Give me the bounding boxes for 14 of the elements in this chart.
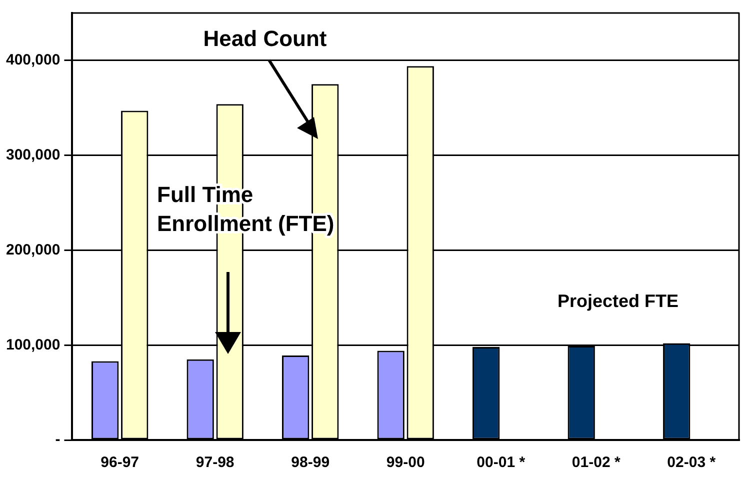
y-tick-label: 100,000 <box>6 336 60 354</box>
x-tick-label: 02-03 * <box>667 454 716 472</box>
annotation: Projected FTE <box>557 290 679 311</box>
x-tick-label: 97-98 <box>196 454 234 472</box>
x-tick-label: 96-97 <box>100 454 140 472</box>
y-tick-label: 400,000 <box>6 52 60 69</box>
y-tick-label: - <box>55 431 60 448</box>
x-tick-label: 01-02 * <box>572 454 620 472</box>
x-tick-label: 98-99 <box>291 454 330 472</box>
annotation: Head Count <box>203 26 328 52</box>
x-tick-label: 99-00 <box>386 454 425 472</box>
x-tick-label: 00-01 * <box>476 454 526 472</box>
y-tick-label: 300,000 <box>6 146 60 164</box>
y-tick-label: 200,000 <box>6 241 60 258</box>
